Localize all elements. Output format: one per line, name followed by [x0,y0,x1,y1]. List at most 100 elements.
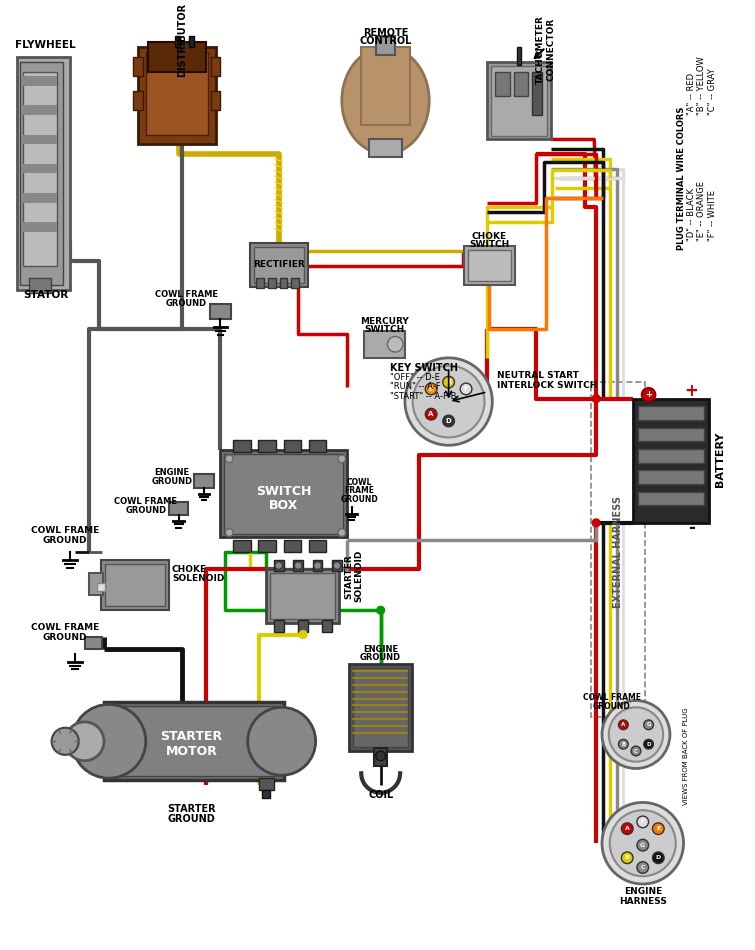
Text: ENGINE: ENGINE [155,468,190,477]
Text: PLUG TERMINAL WIRE COLORS: PLUG TERMINAL WIRE COLORS [677,106,686,250]
Ellipse shape [342,48,429,154]
Text: D: D [445,418,451,424]
Circle shape [631,746,641,756]
Text: "RUN" -- A-F: "RUN" -- A-F [390,383,441,391]
Circle shape [618,739,628,749]
Bar [492,66,547,136]
Text: +: + [684,382,698,400]
Circle shape [313,561,322,569]
Text: "OFF" -- D-E: "OFF" -- D-E [390,372,440,382]
Bar [638,428,704,442]
Bar [266,569,339,623]
Bar [274,620,284,632]
Circle shape [387,336,403,352]
Bar [284,441,301,452]
Text: NEUTRAL START: NEUTRAL START [497,370,579,380]
Circle shape [637,816,649,827]
Bar [532,71,542,115]
Text: E: E [429,386,433,392]
Circle shape [642,388,655,402]
Bar [146,52,208,135]
Text: CHOKE: CHOKE [472,232,507,241]
Text: C: C [634,749,638,753]
Text: COWL FRAME: COWL FRAME [583,694,641,702]
Circle shape [621,823,633,834]
Bar [313,560,322,571]
Bar [293,560,303,571]
Bar [257,278,264,288]
Bar [332,560,342,571]
Text: +: + [645,390,652,399]
Bar [638,407,704,420]
Circle shape [65,722,104,761]
Bar [513,71,528,96]
Bar [279,278,288,288]
Bar [488,62,550,140]
Circle shape [425,408,437,420]
Bar [105,563,165,606]
Text: INTERLOCK SWITCH: INTERLOCK SWITCH [497,381,597,390]
Text: SWITCH: SWITCH [365,325,405,334]
Bar [353,668,408,747]
Bar [194,474,214,488]
Circle shape [644,739,653,749]
Text: GROUND: GROUND [152,477,193,485]
Text: "A" -- RED: "A" -- RED [687,73,696,115]
Bar [638,492,704,505]
Bar [274,560,284,571]
Bar [133,91,143,110]
Text: GROUND: GROUND [43,536,88,545]
Text: FLYWHEEL: FLYWHEEL [15,40,76,50]
Text: COWL: COWL [347,478,372,486]
Text: COWL FRAME: COWL FRAME [155,291,218,299]
Text: G: G [646,722,651,728]
Circle shape [461,383,472,395]
Text: GROUND: GROUND [125,505,166,515]
Text: BATTERY: BATTERY [716,432,726,487]
Circle shape [413,366,485,437]
Text: C: C [640,865,645,870]
Bar [210,305,231,319]
Bar [169,502,189,515]
Bar [224,454,343,534]
Bar [220,450,347,538]
Bar [85,637,102,649]
Bar [108,707,279,776]
Text: SWITCH: SWITCH [470,239,510,249]
Text: COIL: COIL [368,789,393,800]
Text: STATOR: STATOR [23,290,69,300]
Text: FRAME: FRAME [344,486,374,495]
Bar [361,48,410,124]
Bar [89,574,103,595]
Text: CONTROL: CONTROL [359,36,411,47]
Circle shape [338,455,346,463]
Circle shape [621,852,633,864]
Bar [250,243,308,287]
Text: D: D [655,855,661,861]
Circle shape [425,383,437,395]
Circle shape [609,708,663,762]
Bar [638,449,704,463]
Circle shape [376,751,386,761]
Text: GROUND: GROUND [341,495,378,504]
Bar [633,399,709,522]
Text: REMOTE: REMOTE [363,28,408,38]
Circle shape [644,720,653,730]
Bar [23,163,57,174]
Circle shape [602,803,683,884]
Bar [23,135,57,144]
Circle shape [610,810,676,876]
Text: "B" -- YELLOW: "B" -- YELLOW [698,56,707,115]
Text: CONNECTOR: CONNECTOR [547,17,556,81]
Circle shape [225,529,233,537]
Text: COWL FRAME: COWL FRAME [31,526,100,535]
Text: COWL FRAME: COWL FRAME [114,497,177,506]
Text: ENGINE: ENGINE [624,887,662,896]
Circle shape [442,376,455,388]
Circle shape [275,561,282,569]
Bar [97,583,105,591]
Text: SWITCH: SWITCH [256,485,311,499]
Circle shape [338,529,346,537]
Text: A: A [428,411,434,417]
Text: MERCURY: MERCURY [360,317,409,327]
